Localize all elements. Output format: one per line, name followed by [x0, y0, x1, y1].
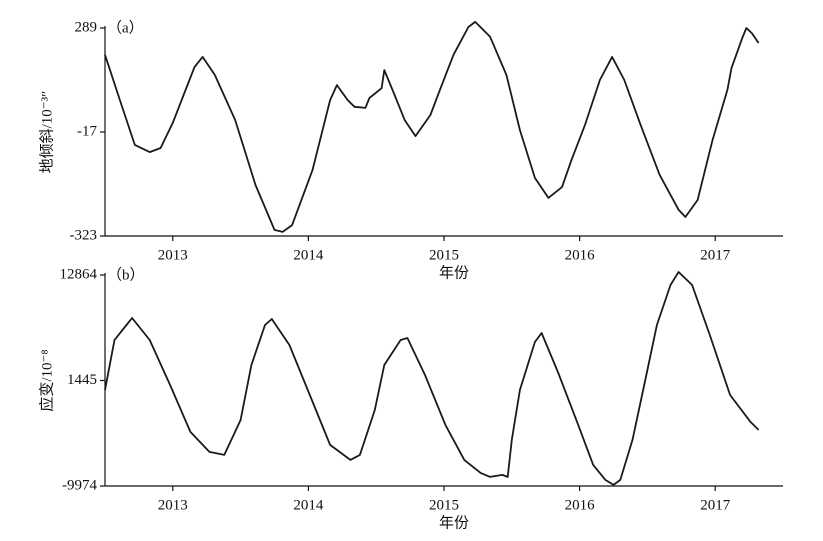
- x-tick-label: 2015: [429, 497, 459, 513]
- y-tick-label: -323: [70, 227, 98, 243]
- x-tick-label: 2014: [293, 247, 324, 263]
- data-line: [104, 21, 760, 233]
- x-tick-label: 2016: [565, 497, 596, 513]
- y-tick-label: 1445: [67, 372, 97, 388]
- y-tick-label: 12864: [60, 266, 98, 282]
- y-tick-label: -9974: [62, 477, 97, 493]
- y-tick-label: -17: [77, 123, 97, 139]
- panel-label: （a）: [107, 19, 144, 36]
- x-tick-label: 2014: [293, 497, 324, 513]
- x-tick-label: 2017: [700, 497, 731, 513]
- x-tick-label: 2015: [429, 247, 459, 263]
- x-tick-label: 2017: [700, 247, 731, 263]
- x-axis-label: 年份: [439, 514, 469, 531]
- x-tick-label: 2013: [158, 497, 188, 513]
- data-line: [104, 271, 760, 486]
- panel-label: （b）: [107, 266, 145, 283]
- x-tick-label: 2013: [158, 247, 188, 263]
- x-axis-label: 年份: [439, 264, 469, 281]
- y-tick-label: 289: [75, 19, 98, 35]
- y-axis-label: 地倾斜/10⁻³″: [38, 91, 55, 174]
- x-tick-label: 2016: [565, 247, 596, 263]
- y-axis-label: 应变/10⁻⁸: [37, 349, 55, 411]
